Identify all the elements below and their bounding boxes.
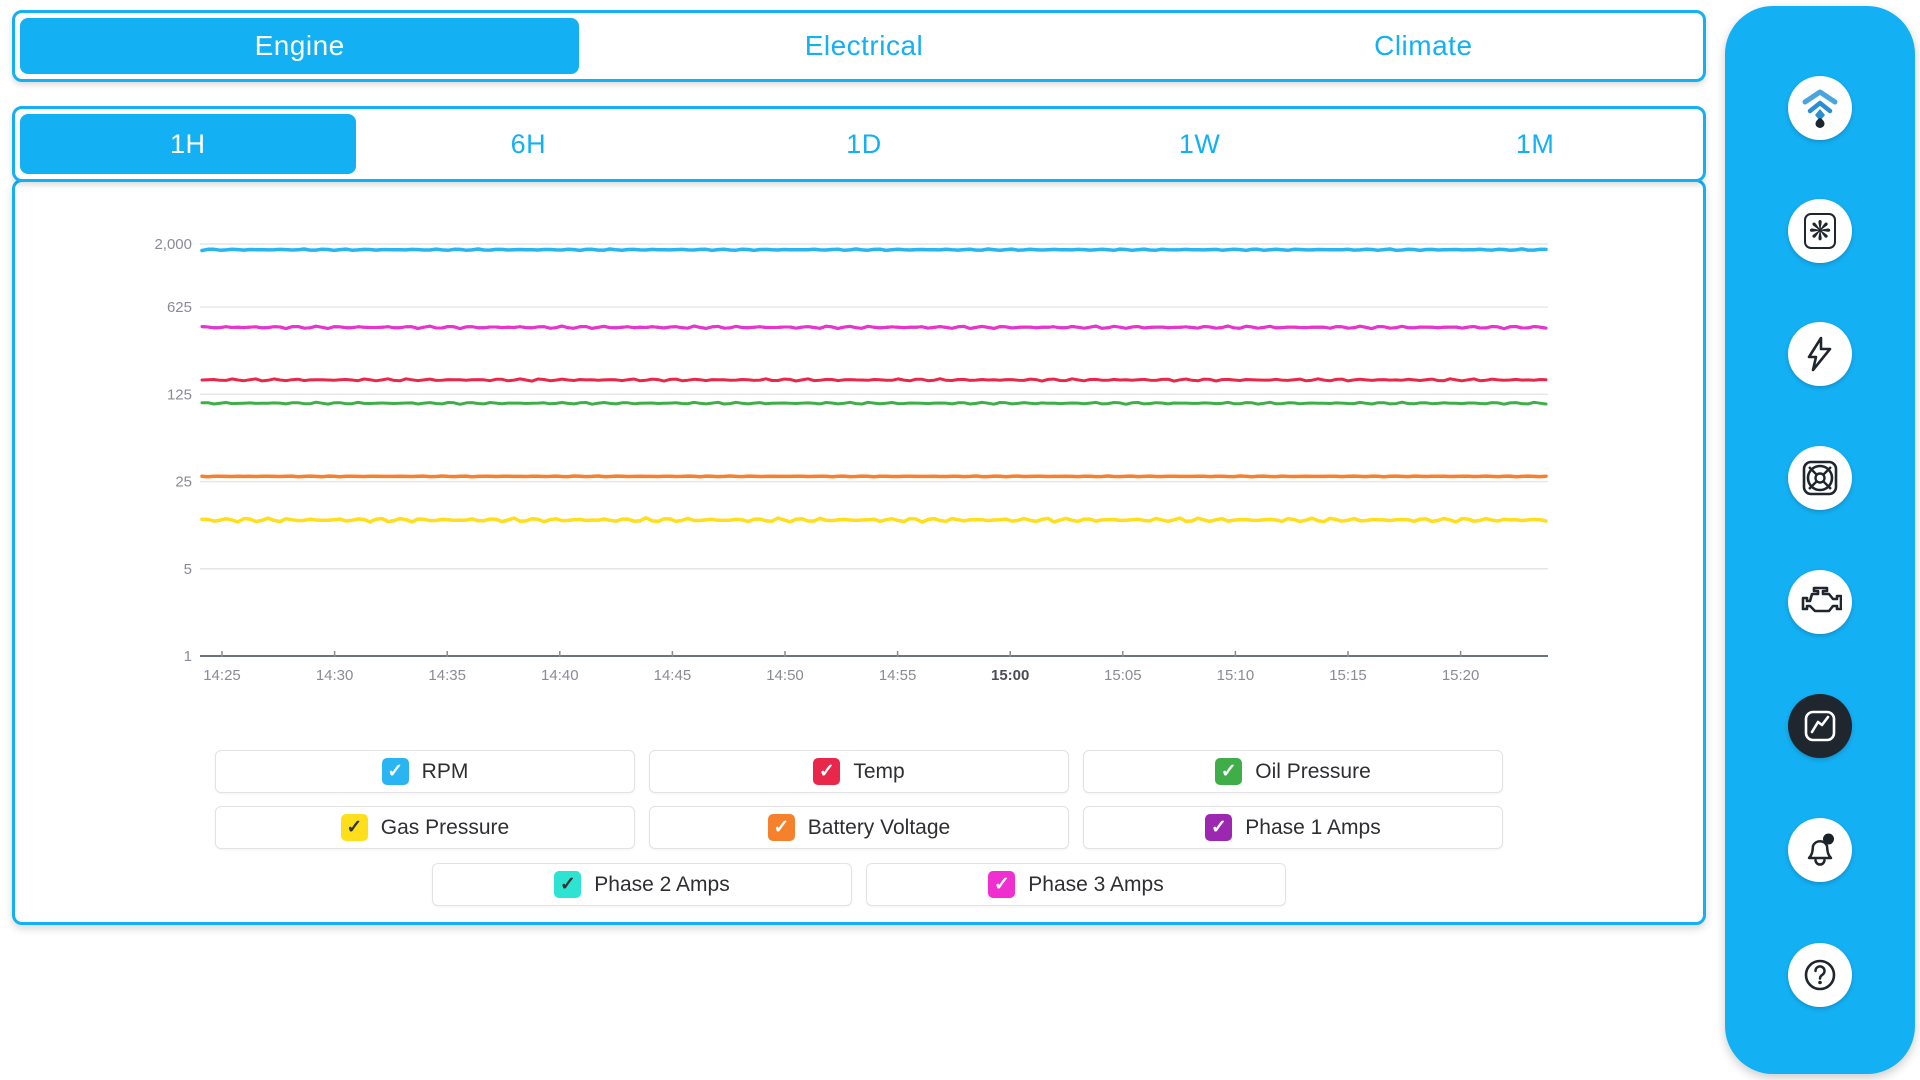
legend-label: Oil Pressure [1255,759,1371,783]
legend-label: Phase 3 Amps [1028,872,1164,896]
x-axis-label: 14:50 [766,667,804,684]
help-icon[interactable] [1788,943,1852,1007]
y-axis-label: 1 [184,648,192,665]
y-axis-label: 5 [184,561,192,578]
chart-panel: 1 5 25 125 625 2,000 14:25 14:30 14:35 14:40 14:45… [12,179,1706,925]
legend-label: Phase 2 Amps [594,872,730,896]
range-6h[interactable]: 6H [510,128,547,159]
legend-card-temp[interactable]: ✓ Temp [649,750,1069,793]
legend-card-phase-1-amps[interactable]: ✓ Phase 1 Amps [1083,806,1503,849]
electrical-bolt-icon[interactable] [1788,322,1852,386]
legend-row: ✓ RPM ✓ Temp ✓ Oil Pressure [15,750,1703,793]
checkbox-battery-voltage[interactable]: ✓ [767,814,795,841]
y-axis-label: 25 [175,474,192,491]
checkbox-gas-pressure[interactable]: ✓ [340,814,368,841]
time-range-bar: 1H 6H 1D 1W 1M [12,106,1706,182]
checkbox-phase-3-amps[interactable]: ✓ [988,871,1016,898]
series-line-rpm [200,247,1548,253]
sidebar-nav: ❋ [1725,6,1915,1074]
x-axis-label: 14:40 [541,667,579,684]
legend-card-oil-pressure[interactable]: ✓ Oil Pressure [1083,750,1503,793]
x-axis-label: 14:30 [316,667,354,684]
x-axis-label: 14:45 [654,667,692,684]
x-axis-label: 15:15 [1329,667,1367,684]
series-line-battery-voltage [200,474,1548,479]
legend-card-phase-3-amps[interactable]: ✓ Phase 3 Amps [866,863,1286,906]
legend-row: ✓ Phase 2 Amps ✓ Phase 3 Amps [15,863,1703,906]
legend-row: ✓ Gas Pressure ✓ Battery Voltage ✓ Phase 1 Am… [15,806,1703,849]
tab-climate[interactable]: Climate [1374,30,1473,61]
checkbox-rpm[interactable]: ✓ [381,758,409,785]
x-axis-label: 14:55 [879,667,917,684]
legend-label: Gas Pressure [380,815,510,839]
range-1m[interactable]: 1M [1515,128,1555,159]
y-axis-label: 125 [167,386,192,403]
legend-card-phase-2-amps[interactable]: ✓ Phase 2 Amps [432,863,852,906]
x-axis-label: 15:05 [1104,667,1142,684]
checkbox-temp[interactable]: ✓ [813,758,841,785]
legend-label: RPM [421,759,469,783]
x-axis-label: 15:10 [1217,667,1255,684]
checkbox-oil-pressure[interactable]: ✓ [1215,758,1243,785]
legend-label: Phase 1 Amps [1245,815,1381,839]
trend-chart: 1 5 25 125 625 2,000 14:25 14:30 14:35 14:40 14:45… [154,236,1548,684]
brand-logo-icon[interactable] [1788,76,1852,140]
legend-label: Temp [853,759,905,783]
series-line-temp [200,377,1548,383]
series-line-oil-pressure [200,400,1548,406]
alerts-bell-icon[interactable] [1788,818,1852,882]
series-line-phase-3-amps [200,324,1548,331]
series-line-gas-pressure [200,516,1548,524]
x-axis-label: 14:35 [428,667,466,684]
range-1h[interactable]: 1H [20,114,356,174]
y-axis-label: 2,000 [154,236,192,253]
legend-card-battery-voltage[interactable]: ✓ Battery Voltage [649,806,1069,849]
checkbox-phase-1-amps[interactable]: ✓ [1205,814,1233,841]
category-tab-bar: Engine Electrical Climate [12,10,1706,82]
y-axis-label: 625 [167,299,192,316]
checkbox-phase-2-amps[interactable]: ✓ [554,871,582,898]
fan-grille-icon[interactable] [1788,446,1852,510]
trend-chart-icon[interactable] [1788,694,1852,758]
legend-card-gas-pressure[interactable]: ✓ Gas Pressure [215,806,635,849]
tab-electrical[interactable]: Electrical [804,30,924,61]
range-1w[interactable]: 1W [1178,128,1221,159]
engine-icon[interactable] [1788,570,1852,634]
legend-card-rpm[interactable]: ✓ RPM [215,750,635,793]
range-1d[interactable]: 1D [846,128,882,159]
x-axis-label: 15:20 [1442,667,1480,684]
fan-icon[interactable]: ❋ [1788,199,1852,263]
legend-label: Battery Voltage [807,815,951,839]
x-axis-label: 14:25 [203,667,241,684]
x-axis-label: 15:00 [991,667,1029,684]
tab-engine[interactable]: Engine [20,18,580,74]
